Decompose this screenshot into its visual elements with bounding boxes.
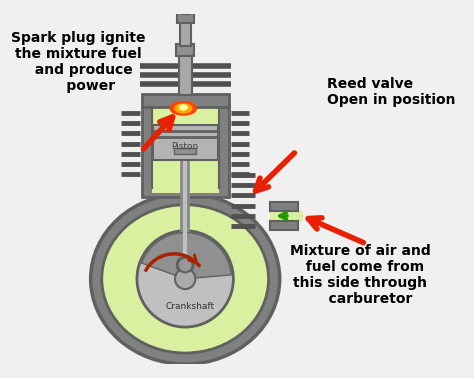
Ellipse shape (91, 194, 280, 364)
Bar (181, 5, 190, 14)
Bar (174, 148, 196, 154)
Bar (271, 202, 298, 211)
Text: Spark plug ignite
the mixture fuel
  and produce
     power: Spark plug ignite the mixture fuel and p… (11, 31, 146, 93)
Text: Mixture of air and
  fuel come from
this side through
    carburetor: Mixture of air and fuel come from this s… (290, 244, 430, 306)
Circle shape (178, 257, 192, 273)
Text: Crankshaft: Crankshaft (165, 302, 214, 311)
Bar (142, 105, 229, 197)
Ellipse shape (174, 103, 192, 113)
Bar (271, 211, 303, 220)
Circle shape (177, 257, 193, 273)
Ellipse shape (169, 101, 197, 116)
Bar (142, 93, 229, 107)
Bar (153, 125, 218, 160)
Circle shape (137, 231, 233, 327)
Bar (152, 160, 219, 193)
Bar (152, 105, 219, 125)
Ellipse shape (182, 105, 185, 109)
Circle shape (175, 269, 195, 289)
Bar (176, 45, 194, 56)
Bar (180, 21, 191, 46)
Text: Piston: Piston (172, 142, 199, 151)
Ellipse shape (102, 205, 269, 353)
Text: Reed valve
Open in position: Reed valve Open in position (327, 77, 456, 107)
Wedge shape (142, 232, 231, 279)
Bar (271, 220, 298, 230)
Bar (177, 12, 193, 23)
Bar (179, 54, 191, 95)
Ellipse shape (179, 104, 188, 111)
